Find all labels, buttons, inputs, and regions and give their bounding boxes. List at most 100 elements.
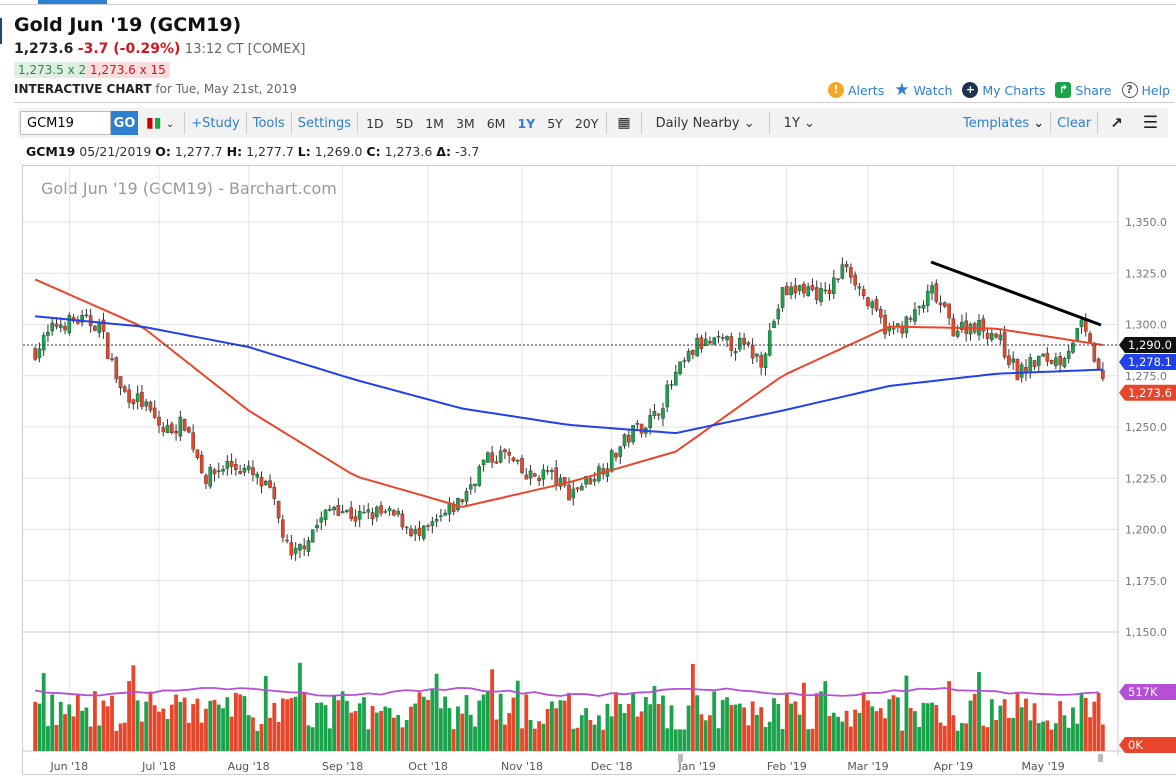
range-5y[interactable]: 5Y <box>547 115 563 131</box>
volume-bar <box>631 692 635 751</box>
interval-dropdown[interactable]: Daily Nearby ⌄ <box>644 116 767 131</box>
range-1y[interactable]: 1Y <box>517 115 536 131</box>
volume-bar <box>400 727 405 751</box>
symbol-input[interactable] <box>20 111 111 135</box>
candle-body <box>618 446 623 457</box>
menu-icon[interactable]: ☰ <box>1142 113 1158 133</box>
watch-button[interactable]: ★ Watch <box>894 80 952 100</box>
candle-body <box>67 315 72 334</box>
volume-bar <box>37 703 42 751</box>
volume-bar <box>720 700 725 751</box>
volume-bar <box>140 721 144 751</box>
candle-body <box>255 473 260 478</box>
range-1d[interactable]: 1D <box>366 115 384 131</box>
candle-body <box>430 521 435 526</box>
volume-bar <box>575 727 580 751</box>
candle-body <box>836 278 840 280</box>
candle-body <box>46 331 50 336</box>
candle-body <box>1054 357 1058 366</box>
clear-button[interactable]: Clear <box>1057 115 1092 131</box>
go-button[interactable]: GO <box>111 111 138 135</box>
candle-body <box>631 425 635 443</box>
separator <box>290 112 292 134</box>
volume-bar <box>571 728 576 751</box>
volume-bar <box>793 701 798 751</box>
candle-body <box>97 322 101 333</box>
candle-body <box>827 289 832 294</box>
candle-body <box>80 315 84 323</box>
candle-body <box>37 348 42 358</box>
share-button[interactable]: ↱ Share <box>1055 82 1112 98</box>
volume-bar <box>652 686 657 751</box>
range-20y[interactable]: 20Y <box>574 115 599 131</box>
candle-body <box>208 467 213 487</box>
price-chart[interactable]: Gold Jun '19 (GCM19) - Barchart.com 1,15… <box>23 166 1176 776</box>
volume-bar <box>844 710 849 751</box>
help-button[interactable]: ? Help <box>1121 82 1170 98</box>
candle-body <box>823 289 828 292</box>
volume-bar <box>396 715 401 751</box>
candle-body <box>528 470 533 479</box>
candle-body <box>486 452 490 463</box>
volume-bar <box>596 715 601 751</box>
alert-icon: ! <box>827 82 844 98</box>
range-5d[interactable]: 5D <box>395 115 414 131</box>
settings-button[interactable]: Settings <box>297 115 352 131</box>
y-tick-label: 1,275.0 <box>1125 370 1167 383</box>
candle-body <box>221 469 225 472</box>
volume-bar <box>101 700 106 751</box>
volume-bar <box>438 708 443 751</box>
candle-body <box>626 434 631 443</box>
share-icon: ↱ <box>1055 82 1072 98</box>
candle-body <box>105 332 110 359</box>
volume-bar <box>182 697 187 751</box>
candle-body <box>263 480 268 486</box>
candle-body <box>259 476 264 487</box>
volume-bar <box>870 706 875 751</box>
expand-icon[interactable]: ↗ <box>1110 114 1123 132</box>
alerts-button[interactable]: ! Alerts <box>827 82 884 98</box>
candle-body <box>870 301 875 308</box>
volume-bar <box>315 702 319 751</box>
candle-body <box>985 332 990 339</box>
my-charts-button[interactable]: + My Charts <box>962 82 1045 98</box>
candle-body <box>874 299 879 311</box>
candle-body <box>494 461 499 464</box>
volume-bar <box>157 711 161 751</box>
candle-body <box>63 326 67 331</box>
range-3m[interactable]: 3M <box>455 115 475 131</box>
volume-bar <box>780 729 785 751</box>
candle-body <box>729 336 734 351</box>
volume-bar <box>942 725 947 751</box>
volume-bar <box>848 726 853 751</box>
volume-bar <box>50 694 55 751</box>
volume-bar <box>426 699 430 751</box>
range-6m[interactable]: 6M <box>486 115 506 131</box>
candle-body <box>1079 319 1084 327</box>
candle-body <box>281 519 285 538</box>
candle-body <box>306 540 311 552</box>
tools-button[interactable]: Tools <box>252 115 285 131</box>
price-change: -3.7 (-0.29%) <box>77 41 181 57</box>
candle-body <box>695 338 699 357</box>
y-tick-label: 1,175.0 <box>1125 575 1167 588</box>
chart-container[interactable]: Gold Jun '19 (GCM19) - Barchart.com 1,15… <box>22 165 1176 775</box>
period-dropdown[interactable]: 1Y ⌄ <box>772 116 827 131</box>
volume-bar <box>1036 723 1041 751</box>
candle-body <box>746 342 751 345</box>
candle-body <box>1092 343 1097 362</box>
templates-dropdown[interactable]: Templates ⌄ <box>959 116 1048 131</box>
range-1m[interactable]: 1M <box>425 115 444 131</box>
volume-bar <box>1049 729 1054 751</box>
volume-bar <box>1053 723 1058 751</box>
candle-body <box>656 413 661 416</box>
volume-bar <box>280 698 285 751</box>
study-button[interactable]: +Study <box>191 115 240 131</box>
calendar-icon[interactable]: ▦ <box>617 115 631 131</box>
volume-bar <box>703 720 708 751</box>
candle-body <box>802 283 806 294</box>
candle-body <box>1015 358 1020 381</box>
volume-bar <box>695 695 700 751</box>
candle-body <box>793 285 798 294</box>
chart-type-candle-icon[interactable]: ▮▮ ⌄ <box>146 115 175 131</box>
